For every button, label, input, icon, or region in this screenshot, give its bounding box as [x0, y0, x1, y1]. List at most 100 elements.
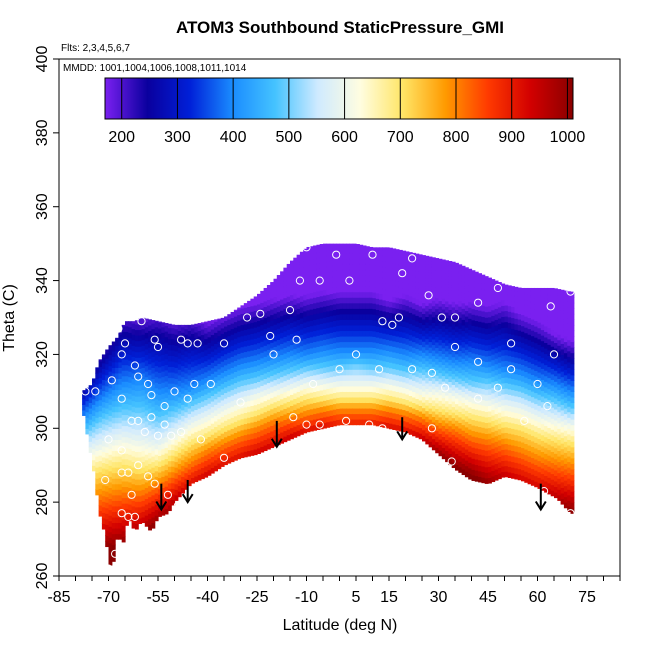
heatmap-cell — [484, 400, 489, 407]
heatmap-cell — [125, 486, 129, 493]
heatmap-cell — [369, 269, 374, 276]
heatmap-cell — [115, 533, 119, 540]
heatmap-cell — [161, 415, 166, 422]
heatmap-cell — [359, 352, 364, 359]
heatmap-cell — [108, 537, 113, 544]
heatmap-cell — [316, 401, 321, 408]
heatmap-cell — [260, 374, 265, 381]
heatmap-cell — [567, 422, 572, 429]
heatmap-cell — [352, 330, 357, 337]
heatmap-cell — [342, 263, 347, 271]
heatmap-cell — [253, 316, 258, 323]
heatmap-cell — [445, 444, 449, 452]
heatmap-cell — [240, 407, 245, 414]
heatmap-cell — [530, 313, 535, 320]
heatmap-cell — [471, 452, 476, 459]
heatmap-cell — [181, 343, 185, 350]
heatmap-cell — [101, 390, 106, 397]
heatmap-cell — [379, 398, 383, 405]
heatmap-cell — [501, 399, 506, 406]
heatmap-cell — [273, 318, 278, 325]
heatmap-cell — [194, 437, 199, 444]
heatmap-cell — [243, 417, 248, 425]
heatmap-cell — [438, 372, 443, 379]
heatmap-cell — [435, 269, 440, 276]
heatmap-cell — [448, 309, 453, 316]
heatmap-cell — [276, 344, 281, 351]
heatmap-cell — [389, 290, 393, 297]
heatmap-cell — [224, 375, 228, 382]
heatmap-cell — [273, 307, 278, 314]
heatmap-cell — [253, 343, 258, 350]
heatmap-cell — [471, 303, 476, 310]
heatmap-cell — [369, 302, 374, 309]
heatmap-cell — [362, 341, 367, 348]
heatmap-cell — [98, 504, 103, 512]
heatmap-cell — [260, 413, 265, 420]
heatmap-cell — [389, 268, 393, 275]
heatmap-cell — [504, 460, 509, 467]
heatmap-cell — [144, 426, 149, 433]
heatmap-cell — [108, 382, 113, 389]
heatmap-cell — [276, 289, 281, 296]
heatmap-cell — [276, 275, 281, 279]
heatmap-cell — [342, 297, 347, 304]
heatmap-cell — [342, 286, 347, 293]
heatmap-cell — [85, 422, 90, 429]
heatmap-cell — [365, 335, 370, 343]
heatmap-cell — [217, 363, 222, 370]
heatmap-cell — [359, 358, 364, 365]
heatmap-cell — [98, 371, 103, 379]
heatmap-cell — [435, 292, 440, 299]
heatmap-cell — [247, 334, 251, 341]
heatmap-cell — [92, 387, 96, 394]
heatmap-cell — [352, 286, 357, 293]
heatmap-cell — [121, 403, 126, 410]
heatmap-cell — [342, 252, 347, 260]
heatmap-cell — [125, 491, 129, 499]
heatmap-cell — [530, 307, 535, 315]
heatmap-cell — [563, 308, 568, 315]
heatmap-cell — [181, 465, 185, 472]
heatmap-cell — [563, 446, 568, 453]
heatmap-cell — [131, 400, 136, 407]
heatmap-cell — [240, 346, 245, 353]
heatmap-cell — [547, 322, 552, 329]
heatmap-cell — [501, 421, 506, 428]
heatmap-cell — [177, 380, 182, 387]
heatmap-cell — [547, 421, 552, 428]
heatmap-cell — [164, 323, 169, 327]
heatmap-cell — [530, 374, 535, 381]
heatmap-cell — [342, 291, 347, 298]
heatmap-cell — [464, 460, 469, 467]
heatmap-cell — [227, 330, 232, 337]
heatmap-cell — [422, 313, 426, 320]
heatmap-cell — [369, 413, 374, 420]
heatmap-cell — [540, 473, 545, 480]
heatmap-cell — [108, 345, 113, 350]
heatmap-cell — [517, 335, 522, 342]
heatmap-cell — [455, 337, 459, 344]
heatmap-cell — [445, 267, 449, 274]
heatmap-cell — [134, 323, 139, 331]
heatmap-cell — [164, 386, 169, 393]
heatmap-cell — [418, 338, 423, 346]
heatmap-cell — [425, 388, 430, 395]
heatmap-cell — [392, 346, 397, 353]
heatmap-cell — [316, 296, 321, 303]
heatmap-cell — [214, 409, 218, 416]
heatmap-cell — [276, 300, 281, 307]
heatmap-cell — [105, 369, 110, 376]
heatmap-cell — [250, 427, 255, 434]
heatmap-cell — [174, 444, 179, 452]
heatmap-cell — [451, 295, 456, 302]
heatmap-cell — [237, 325, 242, 332]
heatmap-cell — [316, 285, 321, 292]
heatmap-cell — [567, 500, 572, 507]
heatmap-cell — [359, 391, 364, 398]
heatmap-cell — [468, 429, 473, 436]
heatmap-cell — [230, 400, 235, 407]
heatmap-cell — [567, 494, 572, 501]
heatmap-cell — [448, 447, 453, 454]
